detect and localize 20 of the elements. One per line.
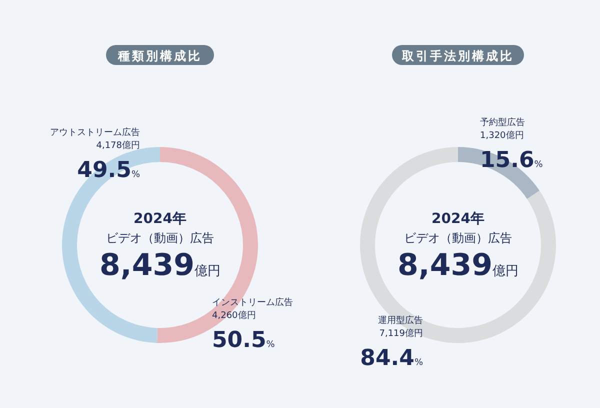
- data-label: 1,320億円: [480, 130, 524, 141]
- text: 8,439億円: [398, 248, 518, 283]
- text: 84.4%: [360, 346, 423, 371]
- chart-title: 種類別構成比: [117, 49, 202, 63]
- text: 50.5%: [212, 328, 275, 353]
- text: ビデオ（動画）広告: [106, 231, 214, 245]
- text: 15.6%: [480, 148, 543, 173]
- text: 2024年: [432, 211, 484, 227]
- text: 8,439億円: [100, 248, 220, 283]
- slice-label: 予約型広告: [480, 117, 525, 128]
- text: 49.5%: [77, 158, 140, 183]
- data-label: 4,260億円: [212, 310, 256, 321]
- slice-label: アウトストリーム広告: [50, 127, 140, 138]
- data-label: 7,119億円: [379, 328, 423, 339]
- slice-label: インストリーム広告: [212, 297, 293, 308]
- chart-title: 取引手法別構成比: [401, 49, 514, 63]
- slice-label: 運用型広告: [378, 315, 423, 326]
- data-label: 4,178億円: [96, 140, 140, 151]
- text: ビデオ（動画）広告: [404, 231, 512, 245]
- text: 2024年: [134, 211, 186, 227]
